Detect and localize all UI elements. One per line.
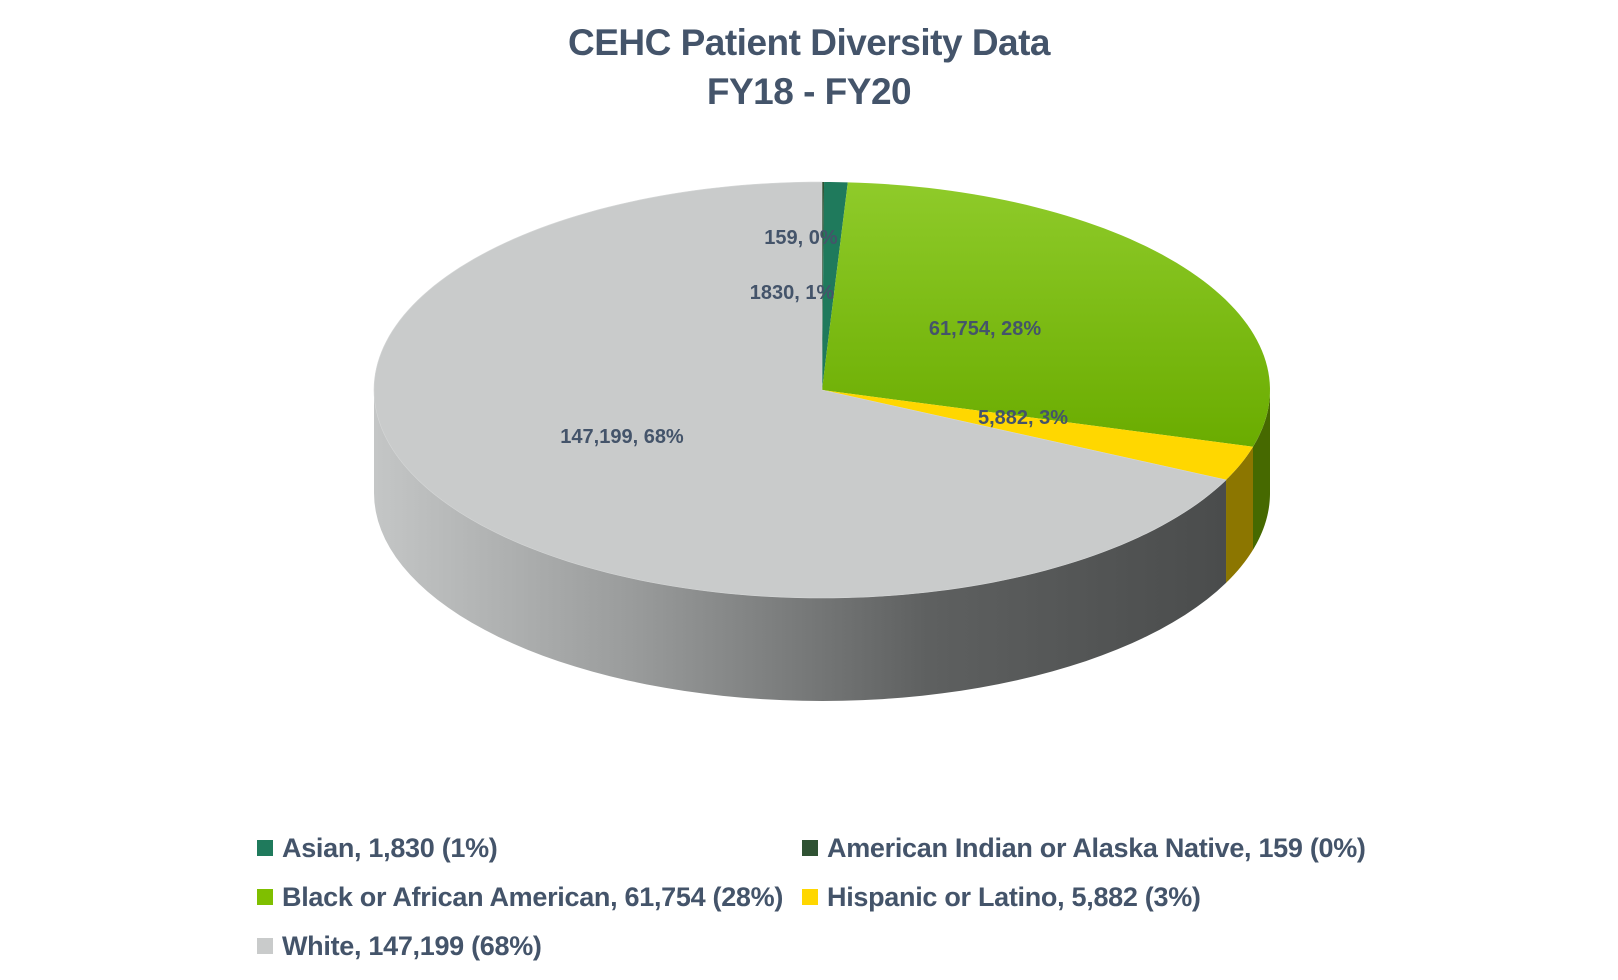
legend-swatch-black (257, 889, 273, 905)
chart-title-line1: CEHC Patient Diversity Data (567, 22, 1051, 63)
data-label-hispanic-or-latino: 5,882, 3% (978, 407, 1068, 429)
legend-label-white: White, 147,199 (68%) (282, 930, 542, 961)
pie-slices (373, 181, 1270, 599)
pie-slice-american-indian-or-alaska-native (822, 182, 825, 390)
legend-swatch-white (257, 938, 273, 954)
chart-title-line2: FY18 - FY20 (706, 71, 912, 112)
legend-swatch-american-indian (802, 840, 818, 856)
pie-slice-hispanic-or-latino (822, 390, 1253, 480)
data-label-white: 147,199, 68% (560, 426, 684, 448)
legend-item-american-indian: American Indian or Alaska Native, 159 (0… (802, 828, 1366, 868)
pie-side-walls (374, 390, 1270, 701)
data-label-black-or-african-american: 61,754, 28% (929, 318, 1042, 340)
legend-label-asian: Asian, 1,830 (1%) (282, 832, 498, 863)
legend-label-black: Black or African American, 61,754 (28%) (282, 881, 784, 912)
pie-wall-white (374, 390, 1227, 701)
pie-slice-white (373, 181, 1227, 599)
legend-item-asian: Asian, 1,830 (1%) (257, 828, 498, 868)
pie-slice-asian (822, 182, 848, 390)
data-label-asian: 1830, 1% (750, 282, 835, 304)
pie-data-labels: 159, 0% 1830, 1% 61,754, 28% 5,882, 3% 147,1… (560, 227, 1068, 448)
legend-item-hispanic: Hispanic or Latino, 5,882 (3%) (802, 877, 1201, 917)
legend-swatch-hispanic (802, 889, 818, 905)
chart-title: CEHC Patient Diversity Data FY18 - FY20 (0, 18, 1618, 116)
legend-item-white: White, 147,199 (68%) (257, 926, 542, 966)
data-label-american-indian-or-alaska-native: 159, 0% (764, 227, 838, 249)
pie-wall-hispanic-or-latino (1226, 446, 1253, 583)
legend-label-hispanic: Hispanic or Latino, 5,882 (3%) (827, 881, 1201, 912)
pie-wall-black-or-african-american (1253, 390, 1270, 550)
pie-slice-black-or-african-american (822, 182, 1270, 447)
legend-swatch-asian (257, 840, 273, 856)
legend-label-american-indian: American Indian or Alaska Native, 159 (0… (827, 832, 1366, 863)
legend-item-black: Black or African American, 61,754 (28%) (257, 877, 783, 917)
